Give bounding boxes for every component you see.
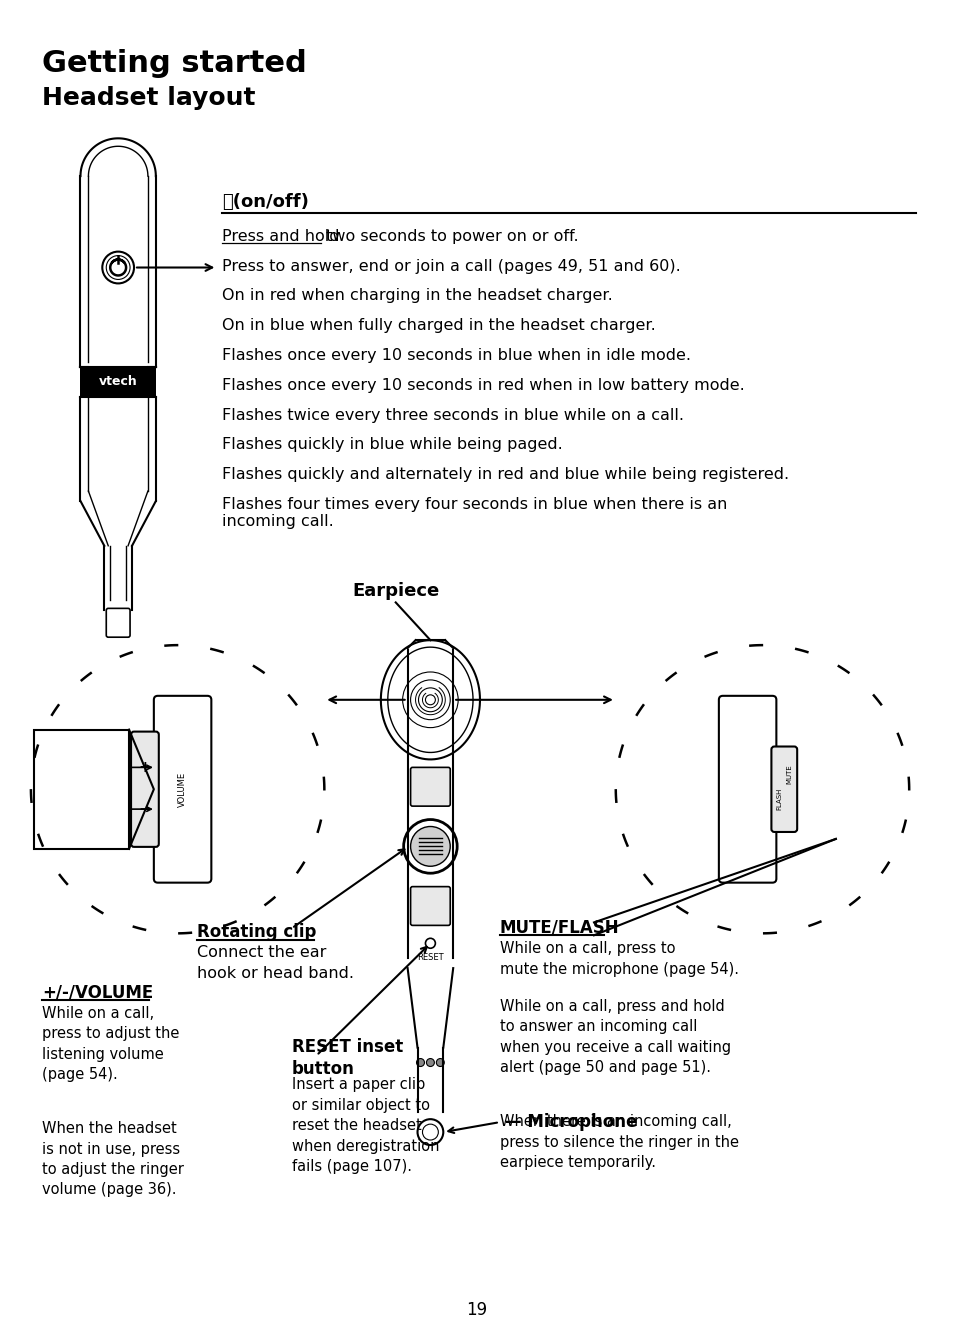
Text: Press and hold: Press and hold (222, 228, 339, 243)
Text: +/-/VOLUME: +/-/VOLUME (42, 983, 152, 1001)
Text: RESET: RESET (416, 953, 443, 962)
Bar (34, 729, 129, 848)
Text: On in red when charging in the headset charger.: On in red when charging in the headset c… (222, 289, 613, 303)
Text: Earpiece: Earpiece (352, 582, 439, 600)
Text: Connect the ear
hook or head band.: Connect the ear hook or head band. (197, 946, 355, 981)
Text: Flashes four times every four seconds in blue when there is an
incoming call.: Flashes four times every four seconds in… (222, 497, 727, 529)
FancyBboxPatch shape (410, 887, 450, 926)
Text: vtech: vtech (99, 375, 137, 389)
Text: When there is an incoming call,
press to silence the ringer in the
earpiece temp: When there is an incoming call, press to… (499, 1114, 738, 1170)
Text: While on a call, press to
mute the microphone (page 54).: While on a call, press to mute the micro… (499, 942, 738, 977)
Text: Press to answer, end or join a call (pages 49, 51 and 60).: Press to answer, end or join a call (pag… (222, 259, 680, 274)
Text: FLASH: FLASH (776, 788, 781, 811)
Text: — Microphone: — Microphone (504, 1113, 637, 1132)
Text: While on a call,
press to adjust the
listening volume
(page 54).: While on a call, press to adjust the lis… (42, 1006, 179, 1082)
Text: MUTE/FLASH: MUTE/FLASH (499, 918, 618, 937)
Text: Headset layout: Headset layout (42, 86, 255, 110)
Text: two seconds to power on or off.: two seconds to power on or off. (321, 228, 578, 243)
Text: Flashes once every 10 seconds in blue when in idle mode.: Flashes once every 10 seconds in blue wh… (222, 347, 691, 363)
Text: Getting started: Getting started (42, 49, 306, 77)
FancyBboxPatch shape (131, 732, 158, 847)
Text: −: − (138, 802, 152, 816)
Text: RESET inset
button: RESET inset button (292, 1038, 402, 1078)
Text: Rotating clip: Rotating clip (197, 923, 316, 942)
Text: +: + (138, 760, 152, 775)
Circle shape (436, 1058, 444, 1066)
Text: 19: 19 (466, 1301, 487, 1319)
Text: Flashes quickly and alternately in red and blue while being registered.: Flashes quickly and alternately in red a… (222, 468, 788, 482)
FancyBboxPatch shape (771, 747, 797, 832)
FancyBboxPatch shape (153, 696, 212, 883)
Text: Flashes once every 10 seconds in red when in low battery mode.: Flashes once every 10 seconds in red whe… (222, 378, 744, 393)
Circle shape (410, 827, 450, 866)
Text: On in blue when fully charged in the headset charger.: On in blue when fully charged in the hea… (222, 318, 656, 333)
Bar (80, 367, 155, 397)
Text: Insert a paper clip
or similar object to
reset the headset
when deregistration
f: Insert a paper clip or similar object to… (292, 1077, 438, 1174)
Text: Flashes quickly in blue while being paged.: Flashes quickly in blue while being page… (222, 437, 562, 453)
Text: VOLUME: VOLUME (178, 772, 187, 807)
Circle shape (416, 1058, 424, 1066)
Text: When the headset
is not in use, press
to adjust the ringer
volume (page 36).: When the headset is not in use, press to… (42, 1121, 184, 1197)
Text: ⏻(on/off): ⏻(on/off) (222, 192, 309, 211)
FancyBboxPatch shape (719, 696, 776, 883)
Circle shape (426, 1058, 434, 1066)
FancyBboxPatch shape (410, 767, 450, 806)
Text: MUTE: MUTE (785, 764, 791, 784)
Text: Flashes twice every three seconds in blue while on a call.: Flashes twice every three seconds in blu… (222, 407, 683, 422)
Text: While on a call, press and hold
to answer an incoming call
when you receive a ca: While on a call, press and hold to answe… (499, 999, 730, 1075)
FancyBboxPatch shape (106, 608, 130, 637)
